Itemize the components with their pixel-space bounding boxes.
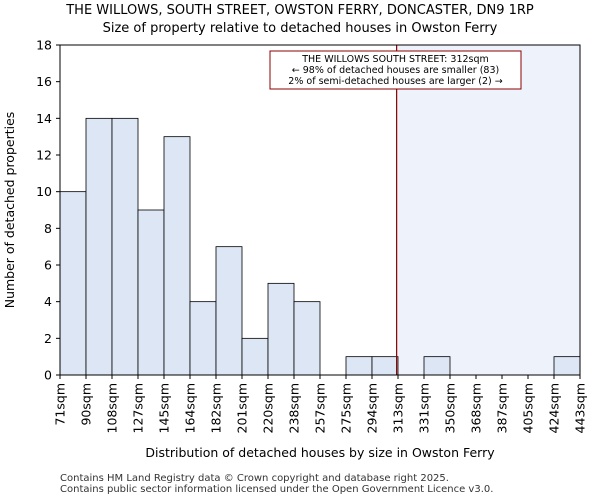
x-tick-label: 313sqm	[391, 383, 406, 433]
annotation-box	[269, 50, 522, 90]
x-tick-label: 238sqm	[287, 383, 302, 433]
x-tick-label: 294sqm	[365, 383, 380, 433]
bar-201sqm	[241, 337, 269, 376]
bar-331sqm	[423, 356, 451, 376]
x-tick-label: 275sqm	[339, 383, 354, 433]
x-tick-label: 127sqm	[131, 383, 146, 433]
footer-line-2: Contains public sector information licen…	[60, 484, 493, 495]
bar-220sqm	[267, 282, 295, 376]
y-tick-label: 6	[44, 258, 52, 273]
y-tick-label: 2	[44, 331, 52, 346]
x-tick-label: 201sqm	[235, 383, 250, 433]
x-tick-label: 331sqm	[417, 383, 432, 433]
annotation-line-1: THE WILLOWS SOUTH STREET: 312sqm	[301, 54, 489, 65]
bar-238sqm	[293, 301, 321, 376]
bar-90sqm	[85, 117, 113, 376]
y-tick-label: 4	[44, 294, 52, 309]
bar-182sqm	[215, 246, 243, 376]
annotation-line-3: 2% of semi-detached houses are larger (2…	[288, 76, 502, 87]
x-tick-label: 182sqm	[209, 383, 224, 433]
chart-subtitle: Size of property relative to detached ho…	[103, 21, 498, 36]
y-axis-ticks: 0 2 4 6 8 10 12 14 16 18	[36, 38, 60, 383]
x-tick-label: 145sqm	[157, 383, 172, 433]
y-tick-label: 14	[36, 111, 52, 126]
bar-127sqm	[137, 209, 165, 376]
chart-title: THE WILLOWS, SOUTH STREET, OWSTON FERRY,…	[65, 3, 534, 18]
x-tick-label: 71sqm	[53, 383, 68, 426]
x-axis-label: Distribution of detached houses by size …	[145, 445, 495, 460]
marker-annotation: THE WILLOWS SOUTH STREET: 312sqm ← 98% o…	[269, 50, 522, 90]
y-tick-label: 18	[36, 38, 52, 53]
x-tick-label: 405sqm	[521, 383, 536, 433]
bar-424sqm	[553, 356, 581, 376]
bar-294sqm	[371, 356, 399, 376]
x-tick-label: 387sqm	[495, 383, 510, 433]
y-tick-label: 0	[44, 368, 52, 383]
x-tick-label: 164sqm	[183, 383, 198, 433]
highlight-region	[396, 45, 580, 375]
x-tick-label: 90sqm	[79, 383, 94, 426]
x-tick-label: 108sqm	[105, 383, 120, 433]
bar-164sqm	[189, 301, 217, 376]
y-tick-label: 12	[36, 148, 52, 163]
bar-108sqm	[111, 117, 139, 376]
y-tick-label: 8	[44, 221, 52, 236]
bar-275sqm	[345, 356, 373, 376]
annotation-line-2: ← 98% of detached houses are smaller (83…	[292, 65, 499, 76]
x-tick-label: 443sqm	[573, 383, 588, 433]
y-tick-label: 10	[36, 184, 52, 199]
x-tick-label: 257sqm	[313, 383, 328, 433]
x-tick-label: 368sqm	[469, 383, 484, 433]
bar-71sqm	[59, 191, 87, 376]
bar-145sqm	[163, 136, 191, 376]
x-tick-label: 424sqm	[547, 383, 562, 433]
x-tick-label: 220sqm	[261, 383, 276, 433]
y-tick-label: 16	[36, 74, 52, 89]
x-tick-label: 350sqm	[443, 383, 458, 433]
y-axis-label: Number of detached properties	[2, 112, 17, 309]
footer-line-1: Contains HM Land Registry data © Crown c…	[60, 473, 449, 484]
x-axis-ticks: 71sqm 90sqm 108sqm 127sqm 145sqm 164sqm 182sqm…	[53, 375, 588, 433]
bars-group	[59, 117, 581, 376]
